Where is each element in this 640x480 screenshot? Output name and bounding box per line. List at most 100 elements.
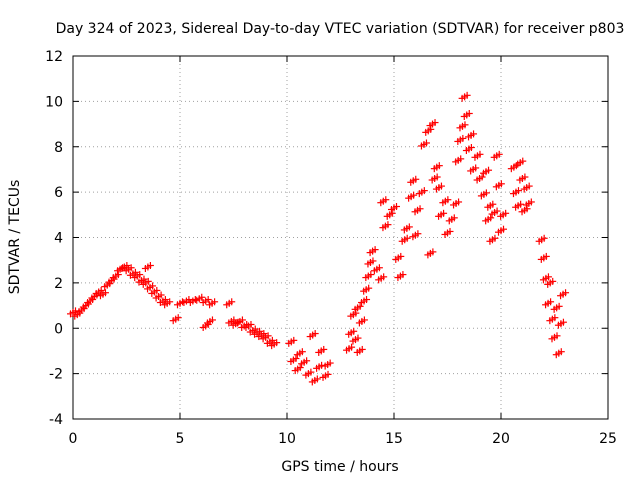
data-point: [319, 370, 332, 381]
y-tick-label: -4: [49, 412, 63, 428]
data-point: [199, 320, 212, 331]
y-tick-label: 2: [54, 276, 63, 292]
data-point: [233, 316, 246, 327]
data-point: [445, 214, 458, 225]
data-point: [364, 257, 377, 268]
data-point: [537, 252, 550, 263]
y-tick-label: -2: [49, 367, 63, 383]
data-point: [477, 189, 490, 200]
data-point: [349, 334, 362, 345]
data-point: [417, 139, 430, 150]
data-point: [293, 348, 306, 359]
x-tick-label: 25: [599, 431, 617, 447]
data-point: [92, 286, 105, 297]
data-point: [370, 264, 383, 275]
data-point: [375, 273, 388, 284]
data-point: [206, 298, 219, 309]
data-point: [135, 275, 148, 286]
data-point: [492, 180, 505, 191]
data-point: [550, 302, 563, 313]
y-tick-label: 10: [45, 94, 63, 110]
data-point: [518, 205, 531, 216]
data-point: [345, 327, 358, 338]
data-point: [313, 361, 326, 372]
data-point: [238, 320, 251, 331]
data-point: [552, 348, 565, 359]
data-point: [199, 296, 212, 307]
data-point: [394, 271, 407, 282]
data-point: [67, 307, 79, 318]
data-point: [321, 359, 334, 370]
data-point: [126, 268, 139, 279]
data-point: [497, 209, 510, 220]
data-point: [259, 332, 272, 343]
y-tick-label: 4: [54, 231, 63, 247]
x-tick-label: 20: [492, 431, 510, 447]
data-point: [180, 296, 193, 307]
data-point: [452, 155, 465, 166]
data-point: [306, 330, 319, 341]
y-tick-label: 12: [45, 49, 63, 65]
y-axis-label: SDTVAR / TECUs: [7, 180, 23, 295]
x-axis-label: GPS time / hours: [281, 459, 398, 475]
data-point: [557, 289, 570, 300]
data-point: [542, 298, 555, 309]
data-point: [480, 166, 493, 177]
data-point: [287, 355, 300, 366]
data-point: [144, 282, 157, 293]
data-point: [353, 345, 366, 356]
data-point: [435, 209, 448, 220]
data-point: [109, 271, 122, 282]
data-point: [548, 332, 561, 343]
data-point: [139, 277, 152, 288]
data-point: [554, 318, 567, 329]
data-point: [471, 150, 484, 161]
data-point: [535, 234, 548, 245]
data-point: [96, 289, 109, 300]
axis-ticks: [72, 55, 609, 420]
data-point: [225, 316, 238, 327]
data-point: [298, 357, 311, 368]
data-point: [520, 182, 533, 193]
data-point: [415, 187, 428, 198]
data-point: [405, 191, 418, 202]
grid: [73, 56, 608, 419]
data-point: [407, 175, 420, 186]
data-point: [186, 296, 199, 307]
data-point: [118, 261, 131, 272]
data-point: [460, 109, 473, 120]
data-point: [152, 291, 165, 302]
data-point: [343, 343, 356, 354]
data-point: [302, 368, 315, 379]
x-tick-labels: 0 5 10 15 20 25: [69, 431, 617, 447]
data-point: [379, 221, 392, 232]
data-point: [422, 125, 435, 136]
x-tick-label: 5: [176, 431, 185, 447]
data-point: [246, 325, 259, 336]
data-point: [88, 291, 101, 302]
data-point: [169, 314, 182, 325]
data-point: [426, 119, 439, 130]
data-point: [450, 198, 463, 209]
data-point: [398, 234, 411, 245]
data-point: [355, 316, 368, 327]
data-point: [377, 196, 390, 207]
data-point: [114, 264, 127, 275]
data-point: [347, 309, 360, 320]
data-point: [424, 248, 437, 259]
data-point: [383, 209, 396, 220]
data-point: [516, 173, 529, 184]
data-point: [488, 207, 501, 218]
data-point: [490, 150, 503, 161]
data-point: [392, 252, 405, 263]
y-tick-label: 0: [54, 321, 63, 337]
data-point: [315, 345, 328, 356]
data-point: [456, 121, 469, 132]
data-point: [544, 277, 557, 288]
data-point: [430, 162, 443, 173]
data-point: [193, 293, 206, 304]
data-point: [263, 336, 276, 347]
data-point: [358, 296, 371, 307]
data-point: [473, 173, 486, 184]
